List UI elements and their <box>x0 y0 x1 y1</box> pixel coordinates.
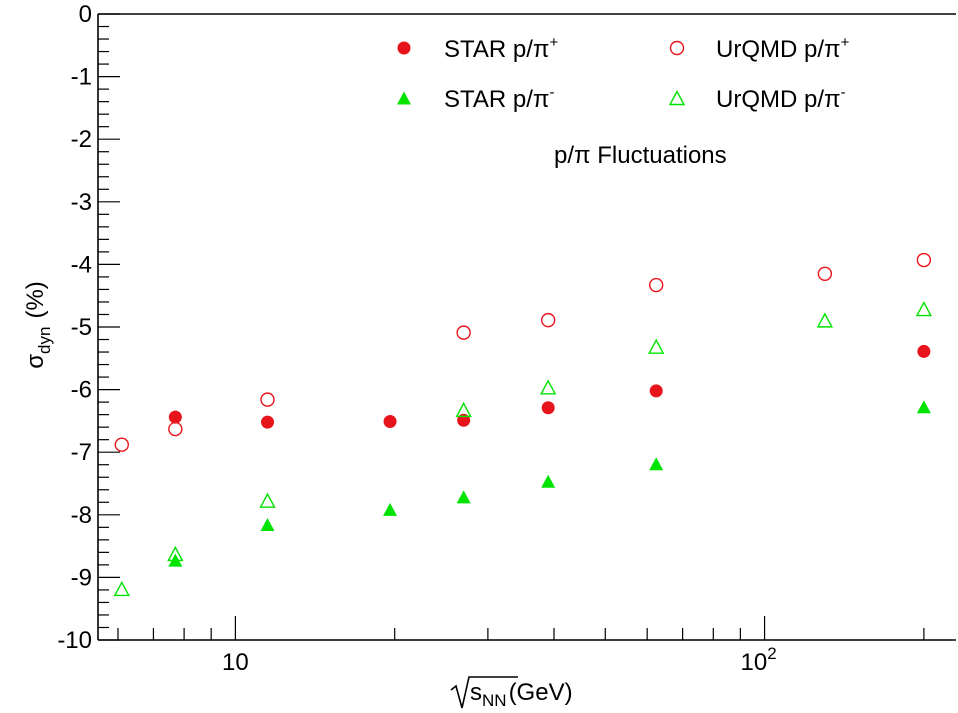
data-point <box>168 410 182 424</box>
legend-marker <box>669 40 685 56</box>
y-tick-label: -10 <box>57 627 92 654</box>
legend-label-star-pi-plus: STAR p/π+ <box>444 34 558 63</box>
data-point <box>456 490 471 504</box>
y-tick-label: -9 <box>71 564 92 591</box>
data-point <box>817 266 833 281</box>
legend-label-star-pi-minus: STAR p/π- <box>444 84 554 113</box>
data-point <box>649 384 663 398</box>
data-point <box>648 277 664 293</box>
data-marks <box>113 252 933 597</box>
data-point <box>168 421 183 437</box>
data-point <box>816 312 834 328</box>
legend: STAR p/π+ UrQMD p/π+ STAR p/π- UrQMD p/π… <box>397 34 850 113</box>
series-2 <box>114 252 932 452</box>
data-point <box>541 474 556 488</box>
data-point <box>649 457 664 471</box>
data-point <box>917 344 931 358</box>
legend-marker <box>397 91 411 105</box>
data-point <box>916 252 932 268</box>
data-point <box>261 415 275 429</box>
svg-text:σdyn(%): σdyn(%) <box>22 281 54 369</box>
y-tick-label: -5 <box>71 314 92 341</box>
data-point <box>167 545 184 562</box>
legend-marker <box>397 41 411 55</box>
data-point <box>916 400 931 414</box>
y-tick-label: -1 <box>71 64 92 91</box>
data-point <box>456 325 471 340</box>
data-point <box>259 492 276 508</box>
axes: 0 -1 -2 -3 -4 -5 -6 -7 -8 -9 -10 10 102 <box>57 1 956 676</box>
data-point <box>383 415 397 429</box>
chart-annotation: p/π Fluctuations <box>554 142 727 169</box>
legend-label-urqmd-pi-plus: UrQMD p/π+ <box>716 34 850 63</box>
y-tick-label: -7 <box>71 439 92 466</box>
data-point <box>260 517 275 531</box>
data-point <box>540 312 556 328</box>
data-point <box>915 301 933 317</box>
y-axis-title: σdyn(%) <box>22 281 54 369</box>
x-axis-title-text: sNN(GeV) <box>470 679 573 710</box>
y-tick-label: -6 <box>71 377 92 404</box>
x-axis-title: sNN(GeV) <box>450 676 573 710</box>
legend-label-urqmd-pi-minus: UrQMD p/π- <box>716 84 846 113</box>
legend-marker <box>668 90 686 106</box>
y-tick-label: -8 <box>71 502 92 529</box>
data-point <box>455 401 472 418</box>
x-tick-label: 102 <box>740 644 776 676</box>
data-point <box>541 401 555 415</box>
data-point <box>260 392 275 407</box>
series-0 <box>168 344 931 429</box>
data-point <box>114 437 129 452</box>
legend-symbols <box>397 40 686 106</box>
x-tick-label: 10 <box>222 649 249 676</box>
series-3 <box>113 301 933 597</box>
data-point <box>648 338 665 354</box>
data-point <box>113 580 130 597</box>
y-tick-label: -3 <box>71 189 92 216</box>
y-tick-label: 0 <box>79 1 92 28</box>
y-tick-label: -2 <box>71 126 92 153</box>
y-tick-label: -4 <box>71 251 92 278</box>
data-point <box>383 502 398 516</box>
sqrt-sign <box>450 676 518 709</box>
series-1 <box>168 400 931 567</box>
data-point <box>540 379 557 395</box>
